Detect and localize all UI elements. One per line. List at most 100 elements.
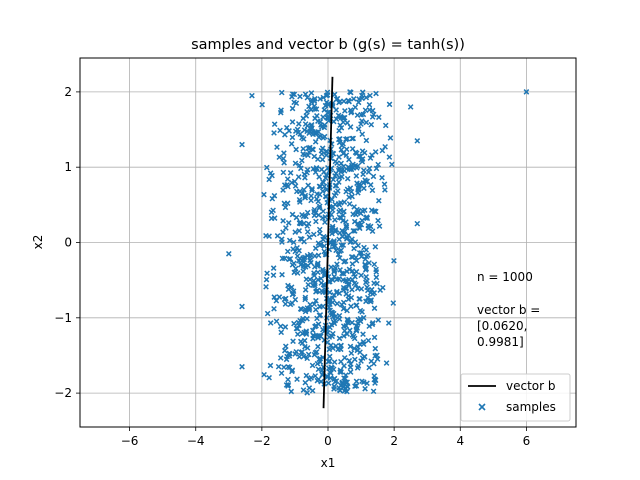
sample-point xyxy=(353,357,358,362)
sample-point xyxy=(288,171,293,176)
sample-point xyxy=(279,90,284,95)
sample-point xyxy=(390,162,395,167)
sample-point xyxy=(303,288,308,293)
sample-point xyxy=(286,221,291,226)
sample-point xyxy=(284,226,289,231)
y-axis: −2 −1 0 1 2 xyxy=(54,85,80,400)
sample-point xyxy=(367,365,372,370)
y-tick-label: 1 xyxy=(64,160,72,174)
sample-point xyxy=(350,287,355,292)
sample-point xyxy=(272,216,277,221)
sample-point xyxy=(356,127,361,132)
sample-point xyxy=(387,155,392,160)
sample-point xyxy=(335,301,340,306)
sample-point xyxy=(343,109,348,114)
sample-point xyxy=(333,218,338,223)
sample-point xyxy=(262,372,267,377)
sample-point xyxy=(267,375,272,380)
sample-point xyxy=(283,302,288,307)
y-tick-label: −1 xyxy=(54,311,72,325)
sample-point xyxy=(352,246,357,251)
y-tick-label: 2 xyxy=(64,85,72,99)
x-tick-label: −6 xyxy=(121,434,139,448)
sample-point xyxy=(310,363,315,368)
sample-point xyxy=(372,262,377,267)
sample-point xyxy=(367,102,372,107)
sample-point xyxy=(371,174,376,179)
annotation-line-3: vector b = xyxy=(477,303,540,317)
x-axis-label: x1 xyxy=(321,456,336,470)
annotation: n = 1000 vector b = [0.0620, 0.9981] xyxy=(477,270,540,349)
sample-point xyxy=(279,330,284,335)
sample-point xyxy=(342,99,347,104)
sample-point xyxy=(316,270,321,275)
sample-point xyxy=(369,359,374,364)
sample-point xyxy=(283,344,288,349)
sample-point xyxy=(317,175,322,180)
x-tick-label: 6 xyxy=(523,434,531,448)
sample-point xyxy=(293,297,298,302)
sample-point xyxy=(342,364,347,369)
sample-point xyxy=(347,157,352,162)
sample-point xyxy=(281,170,286,175)
sample-point xyxy=(264,285,269,290)
sample-point xyxy=(342,355,347,360)
sample-point xyxy=(276,364,281,369)
sample-point xyxy=(271,273,276,278)
sample-point xyxy=(275,234,280,239)
sample-point xyxy=(283,132,288,137)
sample-point xyxy=(264,233,269,238)
sample-point xyxy=(376,318,381,323)
sample-point xyxy=(278,128,283,133)
sample-point xyxy=(345,176,350,181)
sample-point xyxy=(383,123,388,128)
sample-point xyxy=(271,208,276,213)
sample-point xyxy=(295,377,300,382)
sample-point xyxy=(380,285,385,290)
sample-point xyxy=(373,150,378,155)
sample-point xyxy=(274,319,279,324)
sample-point xyxy=(376,218,381,223)
sample-point xyxy=(341,120,346,125)
sample-point xyxy=(352,205,357,210)
sample-point xyxy=(290,135,295,140)
sample-point xyxy=(309,91,314,96)
sample-point xyxy=(382,182,387,187)
sample-point xyxy=(348,328,353,333)
sample-point xyxy=(366,170,371,175)
legend-samples-label: samples xyxy=(506,400,556,414)
annotation-line-4: [0.0620, xyxy=(477,319,527,333)
sample-point xyxy=(281,219,286,224)
x-tick-label: 0 xyxy=(324,434,332,448)
sample-point xyxy=(306,282,311,287)
sample-point xyxy=(289,142,294,147)
sample-point xyxy=(360,132,365,137)
sample-point xyxy=(364,138,369,143)
sample-point xyxy=(240,304,245,309)
sample-point xyxy=(288,302,293,307)
sample-point xyxy=(359,287,364,292)
sample-point xyxy=(271,266,276,271)
sample-point xyxy=(303,122,308,127)
chart-title: samples and vector b (g(s) = tanh(s)) xyxy=(191,37,465,53)
sample-point xyxy=(373,346,378,351)
x-tick-label: 2 xyxy=(390,434,398,448)
sample-point xyxy=(309,194,314,199)
y-tick-label: −2 xyxy=(54,386,72,400)
sample-point xyxy=(370,229,375,234)
sample-point xyxy=(353,105,358,110)
sample-point xyxy=(272,122,277,127)
x-tick-label: −2 xyxy=(253,434,271,448)
sample-point xyxy=(332,360,337,365)
annotation-line-1: n = 1000 xyxy=(477,270,533,284)
sample-point xyxy=(272,306,277,311)
sample-point xyxy=(366,338,371,343)
sample-point xyxy=(391,301,396,306)
sample-point xyxy=(301,269,306,274)
x-tick-label: −4 xyxy=(187,434,205,448)
sample-point xyxy=(297,229,302,234)
sample-point xyxy=(361,168,366,173)
sample-point xyxy=(240,364,245,369)
sample-point xyxy=(294,147,299,152)
